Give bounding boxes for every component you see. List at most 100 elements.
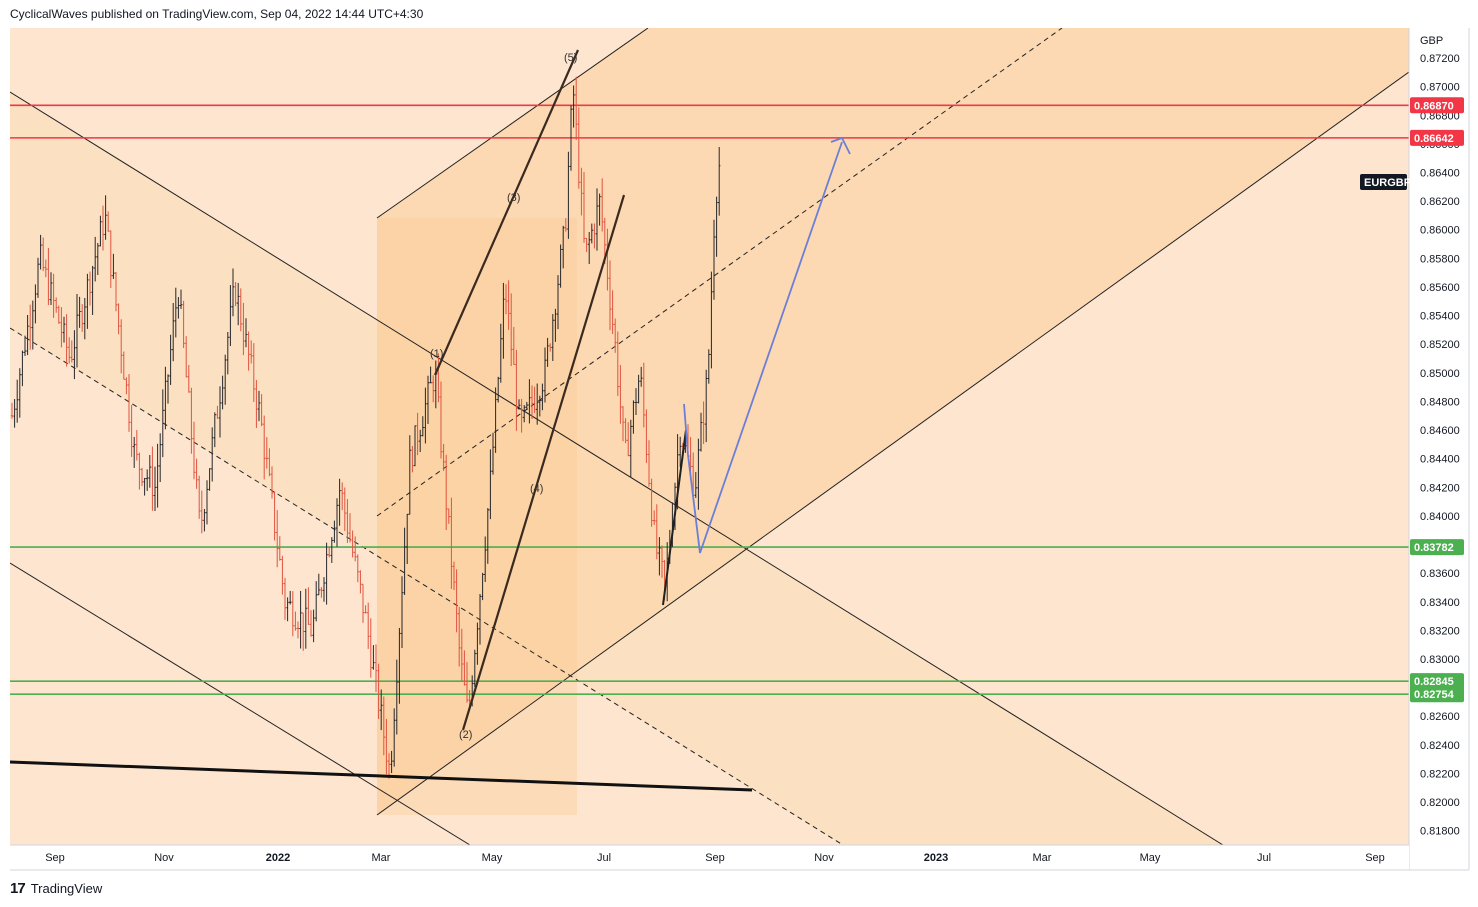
candle <box>49 272 53 306</box>
candle <box>252 343 255 402</box>
candle <box>473 649 476 687</box>
candle <box>192 421 196 480</box>
candle <box>582 172 586 243</box>
candle <box>489 449 492 520</box>
candle <box>198 475 201 519</box>
candle <box>585 237 588 253</box>
candle <box>182 300 185 348</box>
candle <box>333 520 336 543</box>
candle <box>16 379 19 423</box>
candle <box>354 536 357 562</box>
candle <box>291 591 294 637</box>
candle <box>88 271 92 306</box>
candle <box>156 443 159 508</box>
price-tick-2: 0.86800 <box>1420 110 1460 122</box>
candle <box>283 578 287 620</box>
candle <box>315 581 318 622</box>
candle <box>619 364 622 424</box>
candle <box>273 491 276 541</box>
candle <box>351 530 354 558</box>
candle <box>208 468 211 491</box>
candle <box>286 597 289 622</box>
candle <box>140 467 144 487</box>
candle <box>424 387 427 444</box>
candle <box>403 527 406 595</box>
candle <box>143 477 146 496</box>
candle <box>229 285 232 347</box>
time-tick-12: Sep <box>1365 852 1385 864</box>
price-tick-15: 0.84200 <box>1420 482 1460 494</box>
candle <box>203 508 206 532</box>
candle <box>679 436 682 468</box>
candle <box>138 452 141 490</box>
candle <box>551 314 554 362</box>
candle <box>322 577 326 602</box>
candle <box>356 554 359 583</box>
candle <box>70 340 73 363</box>
footer-brand[interactable]: 17 TradingView <box>10 880 102 897</box>
wave-line-abc <box>662 429 687 606</box>
candle <box>549 343 552 352</box>
candle <box>484 536 487 582</box>
candle <box>164 366 167 430</box>
price-tick-19: 0.83400 <box>1420 597 1460 609</box>
price-level-badge-4: 0.82754 <box>1410 686 1464 703</box>
candle <box>429 366 432 384</box>
candle <box>268 448 271 477</box>
candle <box>543 347 547 403</box>
svg-text:0.83782: 0.83782 <box>1414 542 1454 554</box>
candle <box>408 435 411 515</box>
candle <box>130 405 133 457</box>
candle <box>705 369 708 443</box>
candle <box>598 193 601 226</box>
candle <box>455 569 458 633</box>
asc-channel-upper <box>376 28 649 219</box>
candle <box>419 429 422 453</box>
candle <box>494 387 497 453</box>
candle <box>486 508 489 564</box>
candle <box>538 395 541 417</box>
candle <box>575 76 578 141</box>
time-tick-4: May <box>482 852 503 864</box>
candle <box>546 337 549 367</box>
candle <box>450 497 453 589</box>
candle <box>653 510 656 525</box>
price-tick-16: 0.84000 <box>1420 511 1460 523</box>
price-tick-10: 0.85200 <box>1420 339 1460 351</box>
price-axis[interactable] <box>1409 28 1469 845</box>
candle <box>541 383 544 411</box>
candle <box>640 366 643 387</box>
candle <box>47 247 50 306</box>
candle <box>411 446 414 473</box>
candle <box>263 415 266 480</box>
candle <box>68 337 71 364</box>
candle <box>377 663 380 720</box>
candle <box>39 234 42 270</box>
candle <box>637 374 640 404</box>
desc-channel-mid <box>10 327 844 845</box>
candle <box>133 436 136 468</box>
desc-channel-upper <box>10 91 1224 845</box>
candle <box>320 587 323 598</box>
candle <box>328 546 331 558</box>
candle <box>57 305 60 324</box>
candle <box>395 659 398 735</box>
candle <box>442 443 445 471</box>
candle <box>122 351 125 380</box>
svg-text:0.86870: 0.86870 <box>1414 100 1454 112</box>
time-axis[interactable] <box>10 845 1409 870</box>
candle <box>52 273 55 318</box>
candle <box>580 167 583 216</box>
candle <box>562 225 565 269</box>
candle <box>200 490 203 534</box>
candle <box>83 297 86 340</box>
candle <box>18 368 21 418</box>
time-tick-10: May <box>1140 852 1161 864</box>
candle <box>432 375 435 403</box>
time-tick-9: Mar <box>1033 852 1052 864</box>
candle <box>523 405 526 423</box>
candle <box>112 253 115 279</box>
candle <box>260 394 263 427</box>
candle <box>655 504 658 560</box>
